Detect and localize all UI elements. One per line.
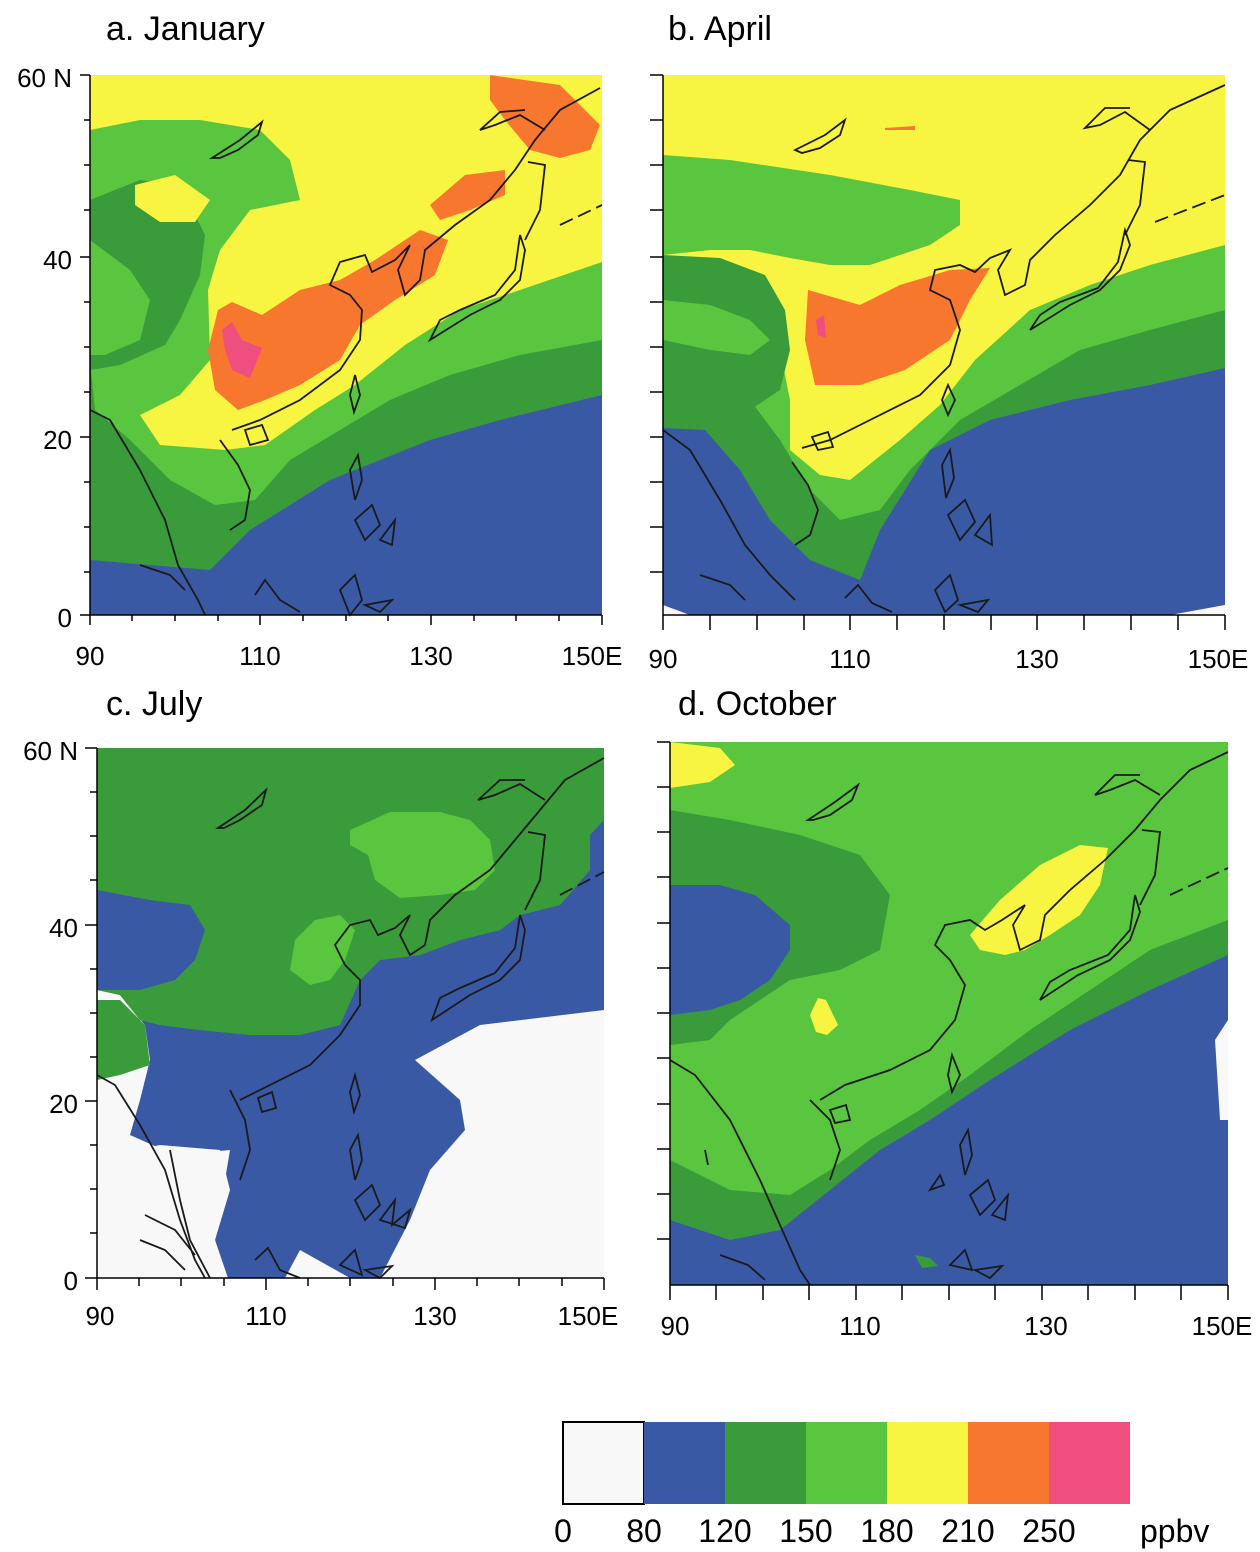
x-tick-label: 90 xyxy=(76,641,105,671)
y-tick-label: 60 N xyxy=(17,63,72,93)
legend-label: 120 xyxy=(698,1513,751,1549)
legend-swatch xyxy=(1049,1422,1130,1504)
axes xyxy=(80,74,603,625)
x-tick-label: 130 xyxy=(413,1301,456,1331)
contour-fill xyxy=(663,75,1225,615)
x-tick-label: 150E xyxy=(562,641,623,671)
x-tick-label: 130 xyxy=(1015,644,1058,674)
coastlines xyxy=(96,757,605,1280)
legend-label: 0 xyxy=(554,1513,572,1549)
panel-title: a. January xyxy=(106,10,265,48)
map-october: 90 110 130 150E xyxy=(657,741,1253,1341)
coastlines xyxy=(662,84,1226,614)
x-tick-label: 90 xyxy=(649,644,678,674)
x-tick-label: 150E xyxy=(558,1301,619,1331)
panel-january: a. January xyxy=(0,0,630,690)
x-tick-label: 90 xyxy=(86,1301,115,1331)
legend-swatch xyxy=(887,1422,968,1504)
x-tick-label: 90 xyxy=(661,1311,690,1341)
x-tick-label: 110 xyxy=(245,1301,286,1331)
color-legend: 0 80 120 150 180 210 250 ppbv xyxy=(540,1410,1240,1552)
y-tick-label: 0 xyxy=(64,1266,78,1296)
legend-swatch xyxy=(725,1422,806,1504)
contour-fill xyxy=(670,742,1228,1285)
axes xyxy=(85,747,605,1290)
panel-july: c. July xyxy=(0,680,630,1360)
legend-swatch xyxy=(968,1422,1049,1504)
legend-scale: 0 80 120 150 180 210 250 ppbv xyxy=(554,1421,1209,1549)
panel-october: d. October xyxy=(630,680,1260,1370)
legend-label: 210 xyxy=(941,1513,994,1549)
panel-april: b. April xyxy=(630,0,1260,690)
panel-title: b. April xyxy=(668,10,772,48)
x-tick-label: 150E xyxy=(1188,644,1249,674)
y-tick-label: 40 xyxy=(43,245,72,275)
x-tick-label: 130 xyxy=(409,641,452,671)
y-tick-label: 60 N xyxy=(23,736,78,766)
panel-title: c. July xyxy=(106,685,203,723)
legend-swatch xyxy=(562,1421,645,1505)
x-tick-label: 150E xyxy=(1192,1311,1253,1341)
legend-label: 80 xyxy=(626,1513,662,1549)
x-tick-label: 110 xyxy=(829,644,870,674)
contour-fill xyxy=(97,748,604,1278)
y-tick-label: 20 xyxy=(49,1089,78,1119)
x-tick-label: 110 xyxy=(839,1311,880,1341)
y-tick-label: 40 xyxy=(49,913,78,943)
map-january: 60 N 40 20 0 90 110 130 150E xyxy=(17,63,623,671)
y-tick-label: 20 xyxy=(43,425,72,455)
legend-label: 250 xyxy=(1022,1513,1075,1549)
coastlines xyxy=(89,87,603,617)
y-tick-label: 0 xyxy=(58,603,72,633)
map-april: 90 110 130 150E xyxy=(649,74,1249,674)
legend-swatch xyxy=(644,1422,725,1504)
map-july: 60 N 40 20 0 90 110 130 150E xyxy=(23,736,619,1331)
legend-swatch xyxy=(806,1422,887,1504)
legend-unit: ppbv xyxy=(1140,1513,1209,1549)
coastlines xyxy=(669,751,1229,1286)
x-tick-label: 110 xyxy=(239,641,280,671)
x-tick-label: 130 xyxy=(1024,1311,1067,1341)
panel-title: d. October xyxy=(678,685,837,723)
legend-label: 180 xyxy=(860,1513,913,1549)
legend-label: 150 xyxy=(779,1513,832,1549)
contour-fill xyxy=(90,75,602,615)
axes xyxy=(657,741,1229,1300)
axes xyxy=(650,74,1226,630)
